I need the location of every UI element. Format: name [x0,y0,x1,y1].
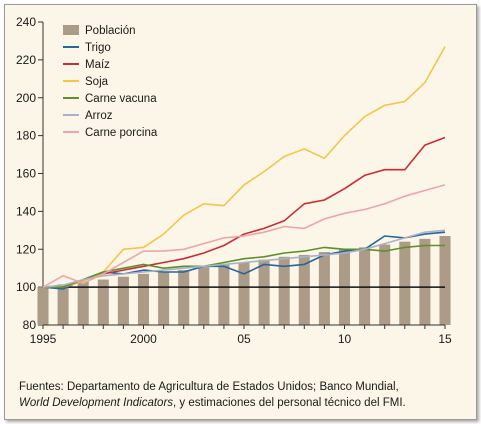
bar-poblacion [158,271,170,325]
bar-poblacion [278,256,290,325]
source-rest: , y estimaciones del personal técnico de… [173,397,406,409]
bar-poblacion [57,284,69,325]
bar-poblacion [37,287,49,325]
y-tick-label: 140 [16,204,36,218]
source-line-2: World Development Indicators, y estimaci… [19,397,406,409]
bar-poblacion [298,254,310,325]
bar-poblacion [258,259,270,325]
bar-poblacion [218,264,230,325]
y-tick-label: 200 [16,91,36,105]
legend-label-maíz: Maíz [85,59,110,71]
bar-poblacion [198,267,210,325]
bar-poblacion [399,241,411,325]
legend-label-arroz: Arroz [85,110,113,122]
series-line-carne-porcina [42,184,446,288]
legend-label-poblacion: Población [85,25,136,37]
series-line-soja [43,46,446,288]
bar-poblacion [178,270,190,325]
y-tick-label: 80 [23,318,37,332]
y-tick-label: 220 [16,53,36,67]
x-tick-label: 2000 [130,332,157,346]
bar-poblacion [419,238,431,325]
y-tick-label: 240 [16,15,36,29]
legend-label-trigo: Trigo [85,42,111,54]
bar-poblacion [77,281,89,325]
x-tick-label: 15 [438,332,452,346]
legend-swatch-poblacion [63,25,79,35]
series-line-arroz [42,229,446,288]
bar-poblacion [137,273,150,325]
figure-frame: 80 100 120 140 160 180 200 220 240 1995 2000 05 10 15… [4,4,477,420]
x-tick-label: 1995 [30,332,57,346]
source-line-1: Fuentes: Departamento de Agricultura de … [19,381,399,393]
x-tick-label: 10 [338,332,352,346]
x-tick-label: 05 [237,332,251,346]
bar-poblacion [439,235,451,325]
y-tick-label: 160 [16,167,36,181]
bar-poblacion [379,244,391,325]
y-tick-label: 100 [16,280,36,294]
legend-label-soja: Soja [85,76,109,88]
source-italic: World Development Indicators [19,397,174,409]
y-tick-label: 180 [16,129,36,143]
series-line-maíz [43,136,446,288]
bar-poblacion [117,276,129,325]
bar-poblacion [318,252,330,325]
bar-poblacion [359,247,371,325]
legend-label-carne-vacuna: Carne vacuna [85,93,157,105]
bar-poblacion [238,262,250,325]
chart: 80 100 120 140 160 180 200 220 240 1995 2000 05 10 15… [16,15,452,346]
bar-poblacion [97,279,109,325]
legend-label-carne-porcina: Carne porcina [85,127,158,139]
y-tick-label: 120 [16,242,36,256]
